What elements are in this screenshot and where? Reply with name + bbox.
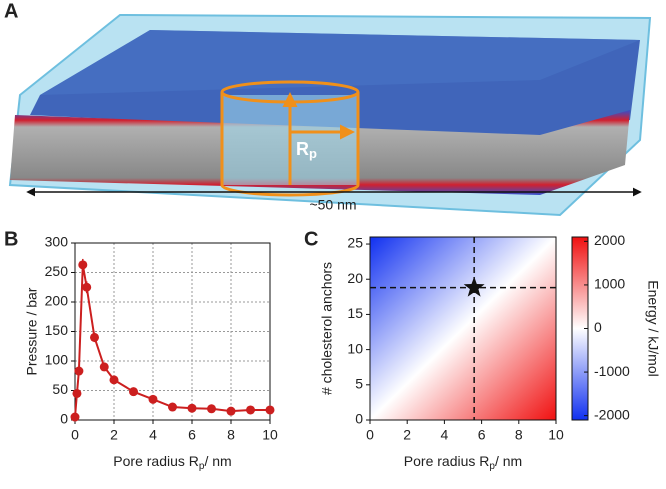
pore-label: Rp	[296, 139, 317, 162]
data-point	[129, 387, 138, 397]
colorbar-tick-label: 0	[594, 319, 602, 335]
data-point	[72, 388, 82, 398]
y-tick-label: 250	[45, 263, 69, 279]
colorbar-tick-label: 1000	[594, 276, 625, 292]
y-tick-label: 0	[60, 411, 68, 427]
data-point	[246, 405, 255, 415]
x-label-sub: p	[199, 461, 205, 472]
data-point	[99, 362, 109, 372]
y-tick-label: 50	[52, 381, 68, 397]
data-point	[109, 375, 119, 385]
colorbar-tick-label: -1000	[594, 363, 630, 379]
x-axis-label: Pore radius Rp/ nm	[113, 453, 231, 472]
x-label-sub: p	[489, 461, 495, 472]
data-point	[148, 394, 158, 404]
x-tick-label: 0	[71, 427, 79, 443]
heatmap	[370, 237, 556, 420]
x-label-main: Pore radius R	[404, 453, 490, 469]
x-tick-label: 0	[366, 427, 374, 443]
x-label-main: Pore radius R	[113, 453, 199, 469]
data-point	[265, 405, 275, 415]
x-tick-label: 10	[262, 427, 278, 443]
plot-frame	[369, 236, 557, 421]
data-point	[82, 282, 92, 292]
y-tick-label: 200	[45, 293, 69, 309]
y-tick-label: 10	[347, 340, 363, 356]
x-label-unit: / nm	[204, 453, 231, 469]
data-point	[226, 406, 236, 416]
x-label-unit: / nm	[495, 453, 522, 469]
y-tick-label: 5	[355, 376, 363, 392]
y-tick-label: 25	[347, 235, 363, 251]
x-tick-label: 2	[110, 427, 118, 443]
y-tick-label: 300	[45, 234, 69, 250]
panel-label: A	[4, 0, 18, 22]
series-line	[74, 264, 270, 418]
membrane-render	[8, 13, 652, 217]
data-point	[74, 366, 84, 376]
y-tick-label: 100	[45, 352, 69, 368]
x-tick-label: 6	[478, 427, 486, 443]
colorbar-label: Energy / kJ/mol	[645, 280, 661, 376]
y-tick-label: 0	[355, 411, 363, 427]
y-axis-label: Pressure / bar	[24, 287, 40, 375]
pore-label-sub: p	[309, 146, 317, 161]
x-tick-label: 6	[188, 427, 196, 443]
x-tick-label: 8	[227, 427, 235, 443]
scale-label: ~50 nm	[309, 197, 356, 213]
y-tick-label: 15	[347, 305, 363, 321]
plot-frame	[74, 242, 271, 421]
colorbar-tick-label: -2000	[594, 406, 630, 422]
data-point	[207, 404, 216, 414]
x-tick-label: 8	[515, 427, 523, 443]
data-point	[70, 412, 80, 422]
x-tick-label: 2	[403, 427, 411, 443]
x-axis-label: Pore radius Rp/ nm	[404, 453, 522, 472]
x-tick-label: 4	[441, 427, 449, 443]
pore-label-main: R	[296, 139, 309, 159]
x-tick-label: 4	[149, 427, 157, 443]
data-point	[168, 402, 177, 412]
data-point	[187, 403, 197, 413]
panel-label: C	[304, 228, 318, 250]
x-tick-label: 10	[548, 427, 564, 443]
colorbar-tick-label: 2000	[594, 232, 625, 248]
optimum-star	[463, 276, 485, 297]
panel-label: B	[4, 228, 18, 250]
y-tick-label: 150	[45, 322, 69, 338]
data-point	[78, 260, 88, 270]
y-axis-label: # cholesterol anchors	[319, 262, 335, 395]
data-point	[90, 332, 99, 342]
y-tick-label: 20	[347, 270, 363, 286]
